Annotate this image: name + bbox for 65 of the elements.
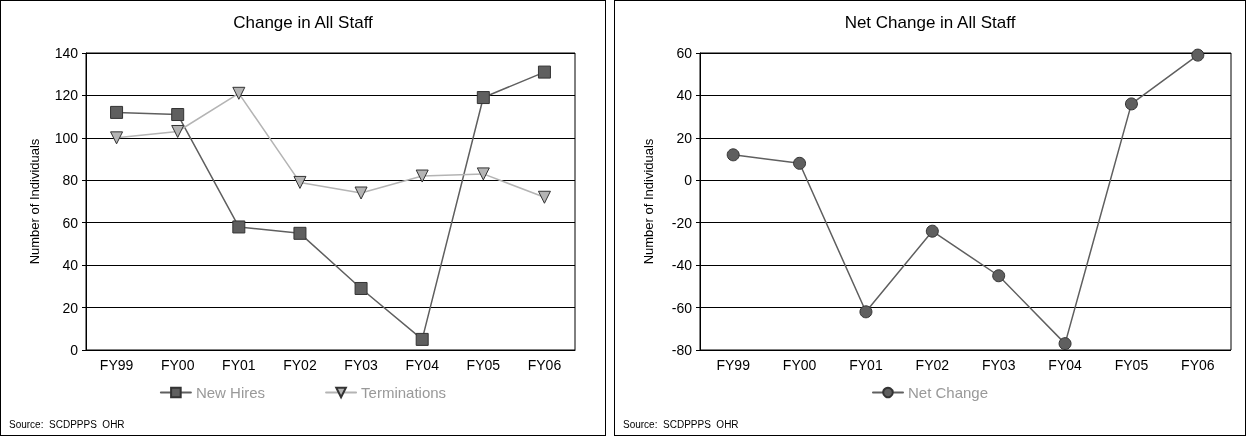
point (859, 305, 873, 319)
x-tick-label: FY99 (99, 357, 134, 373)
y-tick-label: 100 (54, 129, 79, 146)
point (354, 186, 368, 200)
point (232, 86, 246, 100)
y-tick-label: 40 (62, 257, 79, 274)
y-tick-label: -20 (671, 214, 693, 231)
y-tick-label: 60 (676, 45, 693, 61)
x-tick-label: FY02 (283, 357, 317, 373)
source-note: Source: SCDPPPS OHR (623, 418, 739, 430)
y-tick-label: -80 (671, 342, 693, 358)
legend-label: Net Change (907, 384, 989, 401)
point (537, 190, 551, 204)
point (415, 332, 429, 346)
point (110, 105, 124, 119)
point (171, 108, 185, 122)
x-tick-label: FY00 (160, 357, 195, 373)
x-tick-label: FY03 (344, 357, 378, 373)
x-tick-label: FY03 (981, 357, 1016, 373)
legend-label: Terminations (361, 384, 447, 401)
point (992, 269, 1006, 283)
point (354, 281, 368, 295)
chart-title: Change in All Staff (233, 13, 374, 32)
y-axis-title: Number of Individuals (641, 138, 656, 265)
x-tick-label: FY02 (915, 357, 950, 373)
point (293, 226, 307, 240)
point (415, 169, 429, 183)
y-tick-label: 20 (62, 299, 79, 316)
x-tick-label: FY06 (1181, 357, 1215, 373)
point (232, 220, 246, 234)
y-tick-label: 120 (54, 87, 79, 104)
point (726, 148, 740, 162)
x-tick-label: FY06 (527, 357, 562, 373)
chart-title: Net Change in All Staff (844, 13, 1016, 32)
x-tick-label: FY01 (849, 357, 883, 373)
point (1191, 48, 1205, 62)
point (293, 175, 307, 189)
point (1058, 337, 1072, 351)
y-tick-label: 20 (676, 129, 693, 146)
y-tick-label: 60 (62, 214, 79, 231)
point (476, 167, 490, 181)
legend-label: New Hires (195, 384, 266, 401)
x-tick-label: FY05 (1114, 357, 1149, 373)
y-tick-label: 0 (684, 172, 693, 189)
point (476, 91, 490, 105)
x-tick-label: FY01 (222, 357, 256, 373)
point (1124, 97, 1138, 111)
point (925, 224, 939, 238)
source-note: Source: SCDPPPS OHR (9, 418, 125, 430)
point (110, 131, 124, 145)
y-tick-label: 140 (54, 45, 79, 61)
y-axis-title: Number of Individuals (27, 138, 42, 265)
point (171, 124, 185, 138)
x-tick-label: FY99 (716, 357, 751, 373)
y-tick-label: 0 (70, 342, 79, 358)
x-tick-label: FY05 (466, 357, 501, 373)
point (537, 65, 551, 79)
x-tick-label: FY04 (1048, 357, 1082, 373)
point (793, 156, 807, 170)
y-tick-label: -40 (671, 257, 693, 274)
y-tick-label: -60 (671, 299, 693, 316)
x-tick-label: FY00 (782, 357, 817, 373)
y-tick-label: 80 (62, 172, 79, 189)
x-tick-label: FY04 (405, 357, 440, 373)
y-tick-label: 40 (676, 87, 693, 104)
